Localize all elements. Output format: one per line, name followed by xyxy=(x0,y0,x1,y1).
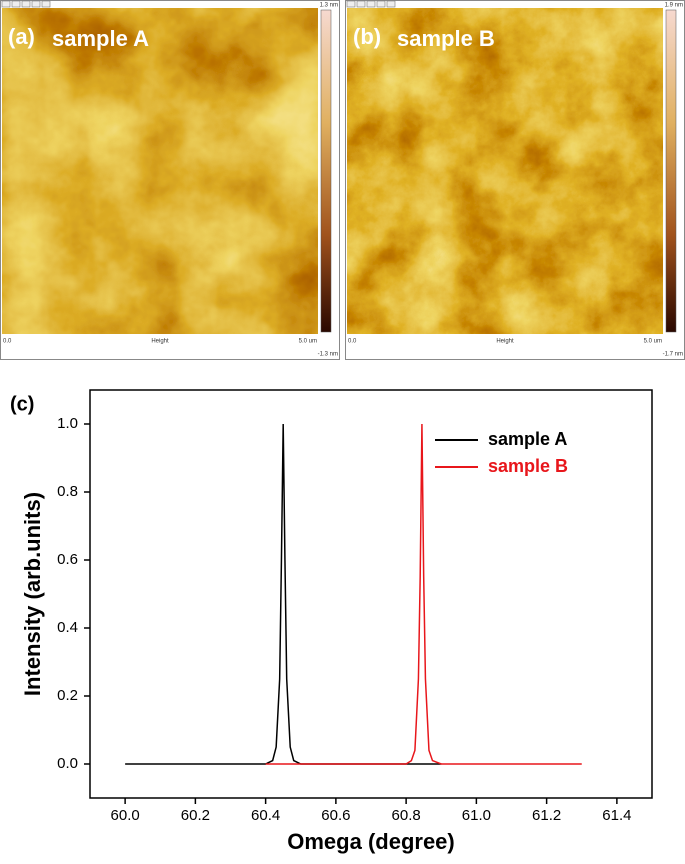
toolbar-icon xyxy=(31,0,41,8)
data-line xyxy=(265,423,582,765)
afm-image xyxy=(347,8,663,334)
panel-label: (c) xyxy=(10,393,34,415)
toolbar-icon xyxy=(386,0,396,8)
x-tick-label: 60.4 xyxy=(251,807,280,824)
legend-label: sample B xyxy=(488,456,568,476)
legend-label: sample A xyxy=(488,429,567,449)
y-tick-label: 0.4 xyxy=(57,619,78,636)
color-bar xyxy=(665,9,677,333)
toolbar-icon xyxy=(366,0,376,8)
toolbar-icon xyxy=(376,0,386,8)
scale-max: 1.9 nm xyxy=(665,3,683,9)
y-tick-label: 0.0 xyxy=(57,755,78,772)
plot-frame xyxy=(89,389,653,799)
scale-min: -1.7 nm xyxy=(663,352,683,358)
x-end: 5.0 um xyxy=(644,339,662,345)
x-tick-label: 60.2 xyxy=(181,807,210,824)
x-tick-label: 61.4 xyxy=(602,807,631,824)
x-end: 5.0 um xyxy=(299,339,317,345)
panel-label: (b) xyxy=(353,24,381,49)
caption: Height xyxy=(496,339,514,345)
x-start: 0.0 xyxy=(348,339,357,345)
toolbar-icon xyxy=(21,0,31,8)
toolbar-icon xyxy=(346,0,356,8)
panel-title: sample A xyxy=(52,26,149,51)
scale-max: 1.3 nm xyxy=(320,3,338,9)
y-tick-label: 0.8 xyxy=(57,483,78,500)
afm-panel: 1.9 nm -1.7 nm 0.0 Height 5.0 um (b) sample B xyxy=(345,0,685,360)
x-tick-label: 61.0 xyxy=(462,807,491,824)
y-tick-label: 0.2 xyxy=(57,687,78,704)
y-axis-title: Intensity (arb.units) xyxy=(20,492,45,696)
data-line xyxy=(125,423,442,765)
caption: Height xyxy=(151,339,169,345)
x-tick-label: 60.8 xyxy=(392,807,421,824)
toolbar-icon xyxy=(41,0,51,8)
y-tick-label: 0.6 xyxy=(57,551,78,568)
panel-title: sample B xyxy=(397,26,495,51)
x-start: 0.0 xyxy=(3,339,12,345)
x-axis-title: Omega (degree) xyxy=(287,829,455,854)
toolbar-icon xyxy=(356,0,366,8)
afm-panel: 1.3 nm -1.3 nm 0.0 Height 5.0 um (a) sample A xyxy=(0,0,340,360)
afm-image xyxy=(2,8,318,334)
toolbar-icon xyxy=(1,0,11,8)
x-tick-label: 60.0 xyxy=(111,807,140,824)
toolbar-icon xyxy=(11,0,21,8)
panel-label: (a) xyxy=(8,24,35,49)
scale-min: -1.3 nm xyxy=(318,352,338,358)
x-tick-label: 60.6 xyxy=(321,807,350,824)
x-tick-label: 61.2 xyxy=(532,807,561,824)
color-bar xyxy=(320,9,332,333)
y-tick-label: 1.0 xyxy=(57,415,78,432)
